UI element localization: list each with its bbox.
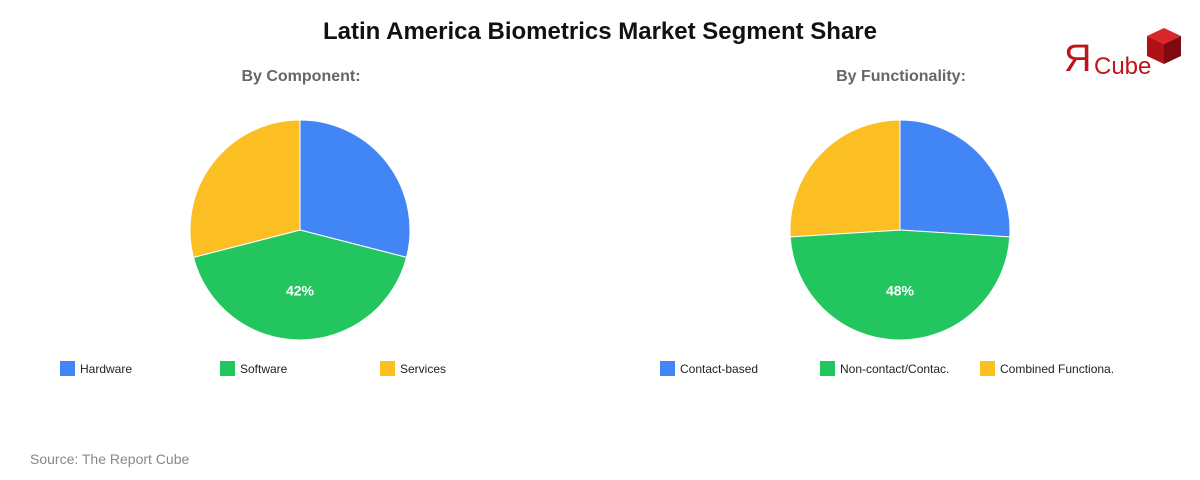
pie-slice-non-contact-contac-[interactable] [789, 229, 1011, 341]
legend-label: Contact-based [680, 361, 759, 376]
report-cube-logo: Я Cube [1060, 26, 1185, 86]
pie-slice-contact-based[interactable] [899, 119, 1011, 238]
slice-data-label: 48% [886, 283, 915, 299]
pie-slice-combined-functiona-[interactable] [789, 119, 901, 238]
legend-item-combined[interactable]: Combined Functiona. [980, 361, 1114, 376]
legend-label: Non-contact/Contac. [840, 361, 950, 376]
pie-slice-services[interactable] [189, 119, 301, 258]
pie-slice-hardware[interactable] [299, 119, 411, 258]
chart-title: Latin America Biometrics Market Segment … [323, 18, 877, 45]
legend-label: Hardware [80, 361, 133, 376]
functionality-pie-chart: 48% [789, 119, 1011, 341]
legend-item-hardware[interactable]: Hardware [60, 361, 132, 376]
logo-text: Cube [1094, 53, 1152, 80]
legend-swatch [60, 361, 75, 376]
logo-r-glyph: Я [1064, 38, 1092, 80]
legend-label: Software [240, 361, 288, 376]
pie-slice-software[interactable] [192, 229, 408, 341]
legend-label: Services [400, 361, 447, 376]
functionality-subtitle: By Functionality: [836, 68, 966, 85]
component-subtitle: By Component: [241, 68, 361, 85]
legend-item-services[interactable]: Services [380, 361, 446, 376]
component-pie-chart: 42% [189, 119, 411, 341]
source-note: Source: The Report Cube [30, 451, 190, 467]
cube-icon [1147, 28, 1181, 64]
legend-swatch [380, 361, 395, 376]
legend-swatch [820, 361, 835, 376]
legend-item-software[interactable]: Software [220, 361, 287, 376]
legend-label: Combined Functiona. [1000, 361, 1115, 376]
legend-swatch [980, 361, 995, 376]
legend-swatch [660, 361, 675, 376]
legend-swatch [220, 361, 235, 376]
legend-item-contact-based[interactable]: Contact-based [660, 361, 758, 376]
slice-data-label: 42% [286, 283, 315, 299]
legend-item-non-contact[interactable]: Non-contact/Contac. [820, 361, 949, 376]
